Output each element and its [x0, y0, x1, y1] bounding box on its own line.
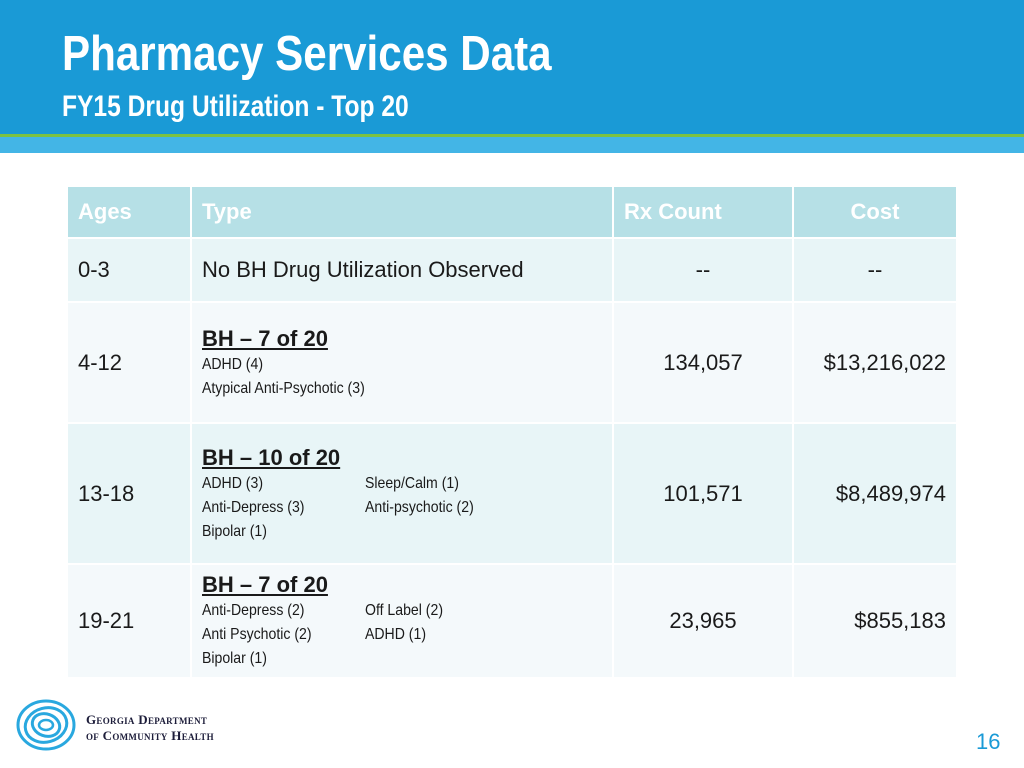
header-type: Type	[192, 187, 614, 239]
drug-item: Bipolar (1)	[202, 522, 267, 540]
bh-count-heading: BH – 7 of 20	[202, 572, 328, 597]
table-header-row: Ages Type Rx Count Cost	[68, 187, 956, 239]
header-cost: Cost	[794, 187, 956, 239]
drug-item: Atypical Anti-Psychotic (3)	[202, 379, 365, 397]
drug-item: Anti-Depress (3)	[202, 498, 305, 516]
drug-item: Off Label (2)	[365, 602, 444, 619]
rx-count-cell: 101,571	[614, 424, 794, 565]
drug-list: ADHD (3) Sleep/Calm (1) Anti-Depress (3)…	[202, 472, 602, 544]
georgia-dch-swirl-logo-icon	[16, 699, 76, 751]
bh-count-heading: BH – 10 of 20	[202, 444, 341, 470]
header-rx-count: Rx Count	[614, 187, 794, 239]
page-subtitle: FY15 Drug Utilization - Top 20	[62, 90, 409, 123]
drug-item: Bipolar (1)	[202, 650, 267, 667]
age-cell: 19-21	[68, 565, 192, 679]
cost-cell: $8,489,974	[794, 424, 956, 565]
rx-count-cell: 134,057	[614, 303, 794, 424]
rx-count-cell: 23,965	[614, 565, 794, 679]
drug-item: Sleep/Calm (1)	[365, 474, 459, 492]
drug-utilization-table: Ages Type Rx Count Cost 0-3 No BH Drug U…	[68, 187, 956, 679]
drug-item: ADHD (3)	[202, 474, 264, 492]
table-row: 19-21 BH – 7 of 20 Anti-Depress (2) Off …	[68, 565, 956, 679]
age-cell: 0-3	[68, 239, 192, 303]
type-cell: BH – 7 of 20 Anti-Depress (2) Off Label …	[192, 565, 614, 679]
drug-list: ADHD (4) Atypical Anti-Psychotic (3)	[202, 353, 602, 401]
org-line-1: Georgia Department	[86, 712, 208, 727]
header-ages: Ages	[68, 187, 192, 239]
page-number: 16	[976, 729, 1001, 754]
header-divider	[0, 134, 1024, 137]
type-cell: No BH Drug Utilization Observed	[192, 239, 614, 303]
drug-item: ADHD (4)	[202, 355, 264, 373]
rx-count-cell: --	[614, 239, 794, 303]
table-row: 4-12 BH – 7 of 20 ADHD (4) Atypical Anti…	[68, 303, 956, 424]
organization-name: Georgia Department of Community Health	[86, 712, 214, 744]
type-cell: BH – 10 of 20 ADHD (3) Sleep/Calm (1) An…	[192, 424, 614, 565]
slide-header	[0, 0, 1024, 134]
drug-item: Anti Psychotic (2)	[202, 626, 312, 643]
drug-item: Anti-Depress (2)	[202, 602, 305, 619]
cost-cell: $13,216,022	[794, 303, 956, 424]
age-cell: 13-18	[68, 424, 192, 565]
cost-cell: --	[794, 239, 956, 303]
table-row: 13-18 BH – 10 of 20 ADHD (3) Sleep/Calm …	[68, 424, 956, 565]
org-line-2: of Community Health	[86, 728, 214, 743]
type-cell: BH – 7 of 20 ADHD (4) Atypical Anti-Psyc…	[192, 303, 614, 424]
drug-item: ADHD (1)	[365, 626, 427, 643]
drug-list: Anti-Depress (2) Off Label (2) Anti Psyc…	[202, 599, 602, 671]
cost-cell: $855,183	[794, 565, 956, 679]
page-title: Pharmacy Services Data	[62, 27, 552, 81]
header-band	[0, 137, 1024, 153]
table-row: 0-3 No BH Drug Utilization Observed -- -…	[68, 239, 956, 303]
age-cell: 4-12	[68, 303, 192, 424]
bh-count-heading: BH – 7 of 20	[202, 325, 328, 351]
drug-item: Anti-psychotic (2)	[365, 498, 474, 516]
